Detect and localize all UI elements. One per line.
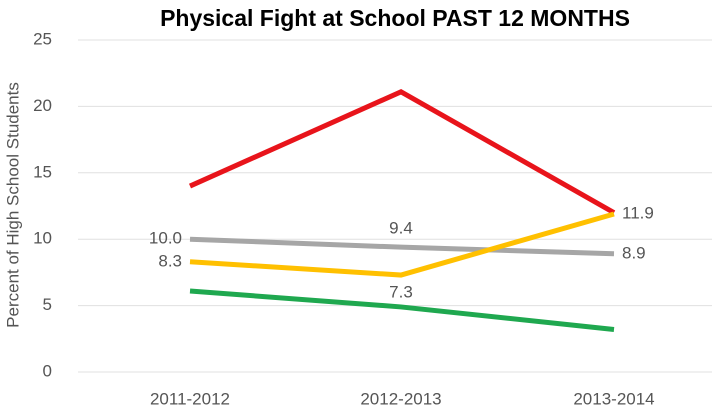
chart-title: Physical Fight at School PAST 12 MONTHS <box>160 5 630 31</box>
y-tick-label: 0 <box>43 361 52 380</box>
data-label: 9.4 <box>389 219 413 238</box>
y-tick-label: 10 <box>33 229 52 248</box>
series-line <box>189 236 615 257</box>
x-tick-label: 2013-2014 <box>573 389 654 408</box>
series-line <box>189 288 615 332</box>
series-line <box>189 211 615 278</box>
y-axis-label: Percent of High School Students <box>3 82 22 328</box>
data-label: 8.3 <box>158 251 182 270</box>
y-tick-label: 25 <box>33 29 52 48</box>
y-tick-label: 20 <box>33 96 52 115</box>
data-label: 7.3 <box>389 283 413 302</box>
data-label: 11.9 <box>622 203 654 222</box>
series-line <box>188 88 616 215</box>
y-tick-label: 15 <box>33 162 52 181</box>
x-tick-label: 2011-2012 <box>150 389 230 408</box>
x-tick-label: 2012-2013 <box>360 389 441 408</box>
data-label: 10.0 <box>149 229 182 248</box>
data-label: 8.9 <box>622 243 646 262</box>
y-tick-label: 5 <box>43 295 52 314</box>
